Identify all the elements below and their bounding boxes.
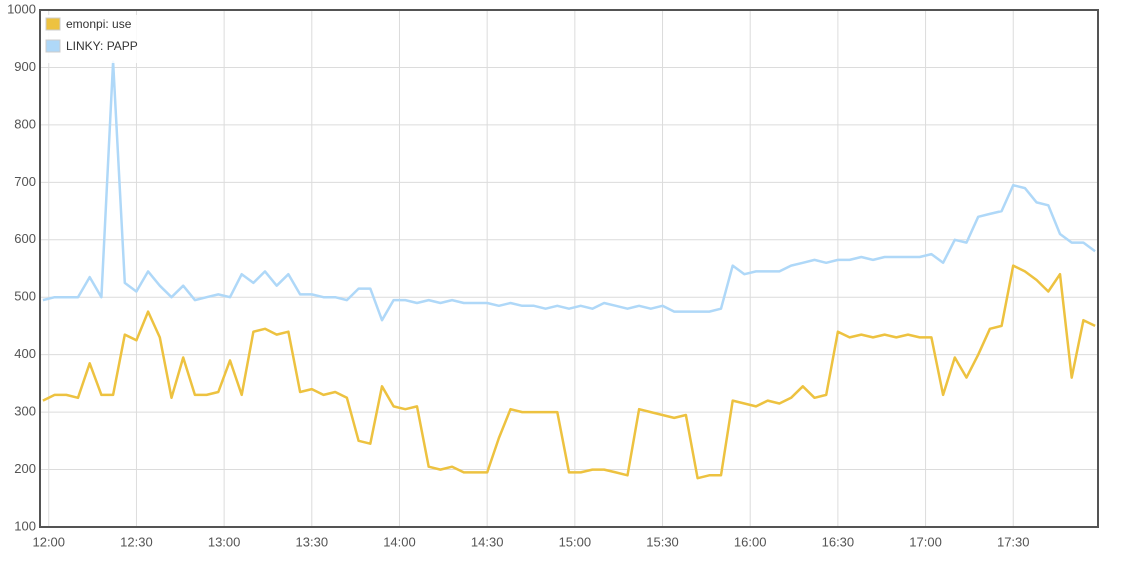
y-tick-label: 500: [14, 289, 36, 304]
x-tick-label: 17:00: [909, 534, 942, 549]
y-tick-label: 200: [14, 461, 36, 476]
legend-label: LINKY: PAPP: [66, 39, 138, 53]
legend: emonpi: use LINKY: PAPP: [44, 15, 160, 63]
x-tick-label: 13:00: [208, 534, 241, 549]
x-tick-label: 16:00: [734, 534, 767, 549]
y-tick-label: 800: [14, 116, 36, 131]
legend-swatch: [45, 39, 61, 53]
x-tick-label: 14:00: [383, 534, 416, 549]
legend-label: emonpi: use: [66, 17, 132, 31]
series-line: [42, 60, 1096, 322]
x-tick-label: 17:30: [997, 534, 1030, 549]
series-line: [42, 264, 1096, 480]
x-tick-label: 12:30: [120, 534, 153, 549]
plot-frame: [39, 9, 1099, 528]
y-tick-label: 1000: [7, 1, 36, 16]
x-tick-label: 16:30: [822, 534, 855, 549]
x-tick-label: 13:30: [296, 534, 329, 549]
x-tick-label: 12:00: [32, 534, 65, 549]
x-tick-label: 15:30: [646, 534, 679, 549]
x-tick-label: 14:30: [471, 534, 504, 549]
y-tick-label: 300: [14, 404, 36, 419]
x-tick-label: 15:00: [559, 534, 592, 549]
y-tick-label: 400: [14, 346, 36, 361]
y-tick-label: 100: [14, 518, 36, 533]
y-tick-label: 700: [14, 174, 36, 189]
legend-swatch: [45, 17, 61, 31]
legend-box: [44, 15, 160, 63]
y-tick-label: 600: [14, 231, 36, 246]
y-tick-label: 900: [14, 59, 36, 74]
